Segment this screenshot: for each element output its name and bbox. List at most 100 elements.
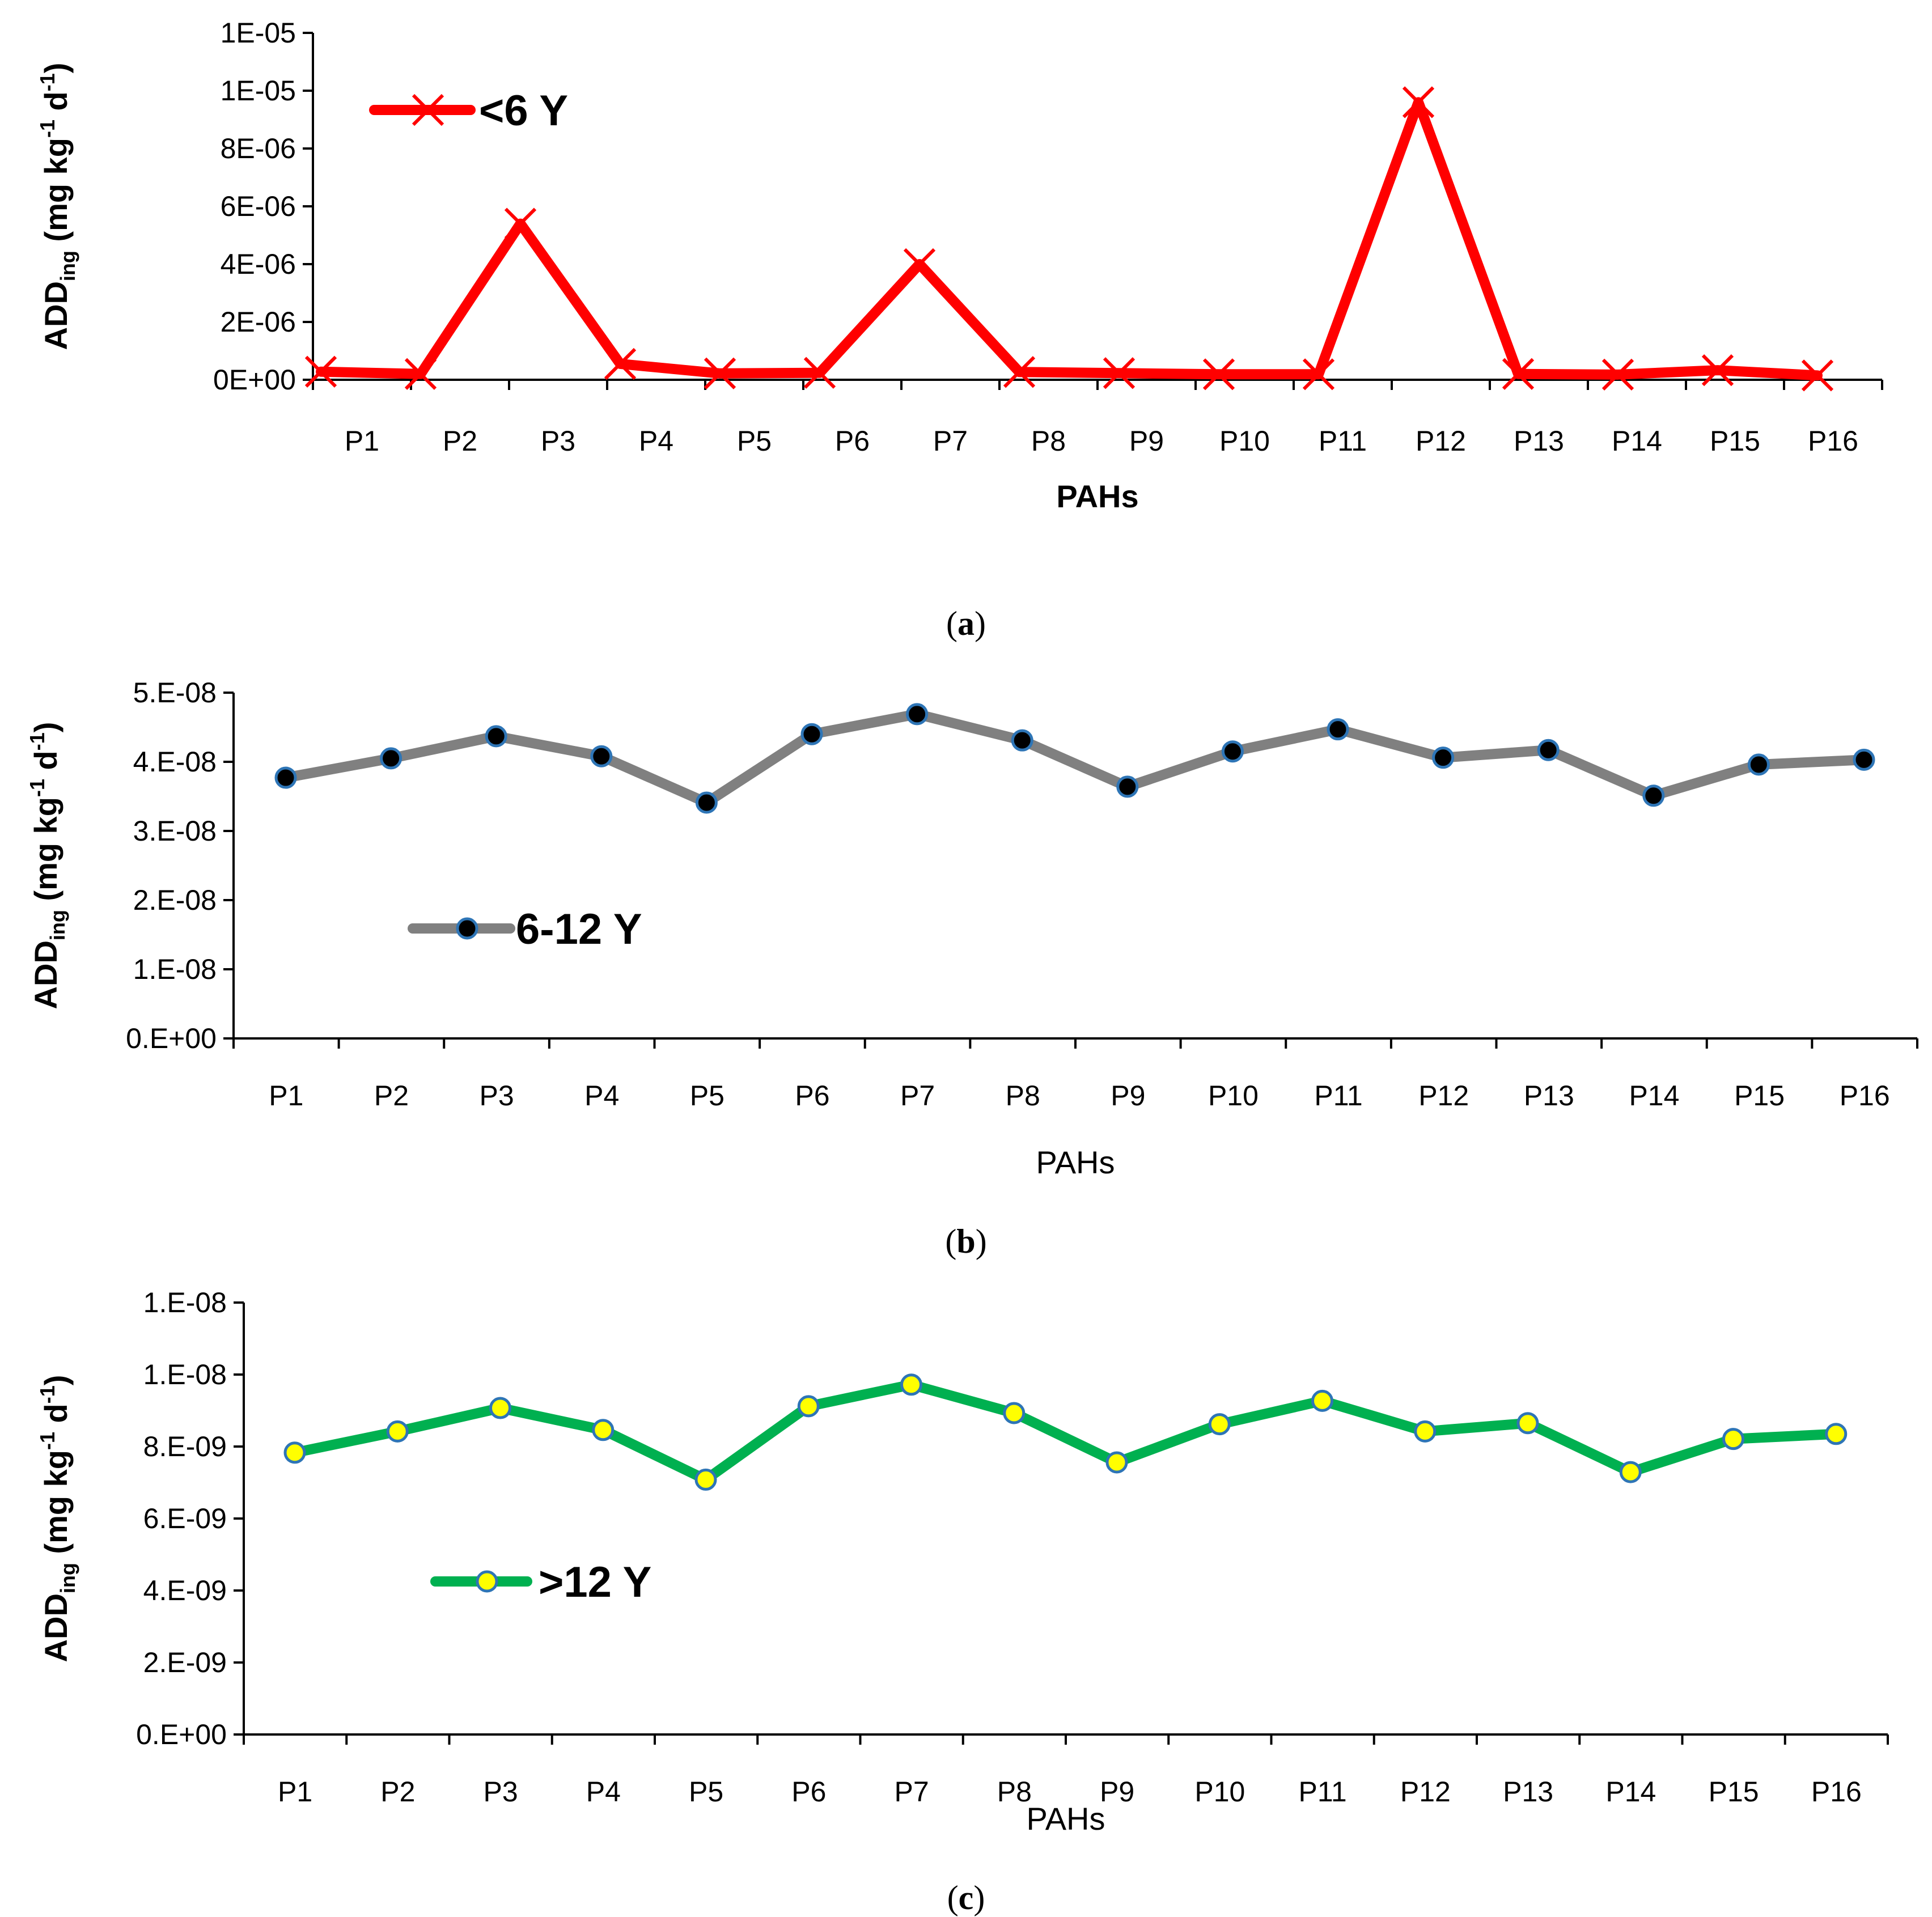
y-axis-title-part: ing	[56, 1563, 79, 1593]
data-point	[304, 355, 337, 388]
chart-panel-b: 0.E+00 1.E-08 2.E-08 3.E-08 4.E-08 5.E-08 P1 P2…	[26, 677, 1918, 1260]
data-point	[504, 207, 537, 240]
legend-label: <6 Y	[479, 87, 568, 135]
x-tick-label: P5	[689, 1776, 723, 1808]
y-axis-title: ADDing (mg kg-1 d-1)	[36, 1375, 79, 1662]
data-point	[903, 248, 936, 281]
legend-marker	[456, 917, 478, 940]
x-tick-label: P16	[1808, 425, 1858, 457]
data-point	[1516, 1412, 1539, 1435]
x-tick-label: P16	[1840, 1080, 1890, 1112]
data-point	[489, 1397, 511, 1419]
y-axis-title-part: (mg kg	[38, 1450, 74, 1563]
data-point	[694, 1468, 717, 1491]
caption-part: (	[946, 605, 957, 642]
x-tick-label: P16	[1811, 1776, 1862, 1808]
y-tick-label: 1E-05	[221, 75, 296, 107]
y-axis-title-part: d	[38, 91, 74, 120]
x-tick-label: P9	[1129, 425, 1164, 457]
x-tick-label: P8	[1006, 1080, 1040, 1112]
data-point	[906, 703, 929, 726]
y-tick-label: 1.E-08	[143, 1359, 227, 1390]
legend: <6 Y	[369, 87, 568, 135]
x-tick-label: P15	[1734, 1080, 1785, 1112]
x-tick-label: P13	[1524, 1080, 1574, 1112]
x-tick-label: P2	[380, 1776, 415, 1808]
data-point	[1003, 356, 1036, 388]
y-tick-label: 1.E-08	[143, 1287, 227, 1318]
data-point	[404, 358, 437, 390]
x-tick-label: P4	[586, 1776, 621, 1808]
marker-stroke	[604, 347, 637, 380]
data-point	[797, 1395, 820, 1418]
y-tick-label: 6.E-09	[143, 1503, 227, 1534]
data-point	[1537, 739, 1560, 761]
x-tick-label: P13	[1514, 425, 1564, 457]
legend-label: >12 Y	[539, 1558, 651, 1606]
data-point	[1642, 784, 1665, 807]
x-tick-label: P12	[1400, 1776, 1451, 1808]
x-tick-label: P6	[795, 1080, 829, 1112]
y-tick-label: 2.E-08	[133, 884, 217, 916]
marker-stroke	[1701, 354, 1734, 387]
panel-caption: (b)	[945, 1223, 986, 1260]
x-tick-label: P1	[278, 1776, 312, 1808]
y-axis-title-part: )	[38, 1375, 74, 1386]
chart-panel-a: 0E+00 2E-06 4E-06 6E-06 8E-06 1E-05 1E-05 P1 P2 P…	[36, 17, 1883, 642]
y-tick-label: 0.E+00	[136, 1719, 227, 1750]
data-point	[1601, 358, 1634, 391]
x-tick-label: P8	[1031, 425, 1066, 457]
y-tick-label: 6E-06	[221, 190, 296, 222]
x-tick-label: P10	[1219, 425, 1270, 457]
data-point	[900, 1373, 922, 1396]
data-point	[1011, 729, 1033, 752]
caption-part: b	[956, 1223, 975, 1260]
y-axis-title-part: (mg kg	[28, 797, 63, 910]
data-point	[1311, 1389, 1333, 1412]
x-tick-label: P5	[737, 425, 772, 457]
data-point	[1502, 358, 1535, 390]
y-axis-title-part: ADD	[28, 940, 63, 1009]
y-axis-title-part: ing	[56, 251, 79, 281]
x-tick-label: P4	[639, 425, 673, 457]
x-tick-label: P12	[1418, 1080, 1469, 1112]
marker-stroke	[903, 248, 936, 281]
caption-part: c	[959, 1879, 974, 1916]
x-axis-title: PAHs	[1036, 1144, 1115, 1180]
caption-part: (	[947, 1879, 959, 1916]
x-tick-label: P6	[835, 425, 870, 457]
y-tick-label: 1E-05	[221, 17, 296, 49]
y-tick-label: 4E-06	[221, 248, 296, 280]
x-tick-label: P7	[900, 1080, 935, 1112]
data-point	[386, 1420, 409, 1443]
y-axis-title-part: )	[38, 63, 74, 74]
marker-stroke	[704, 357, 736, 389]
data-point	[803, 357, 836, 389]
y-tick-label: 3.E-08	[133, 815, 217, 847]
data-point	[604, 347, 637, 380]
data-point	[800, 723, 823, 745]
x-tick-label: P1	[269, 1080, 303, 1112]
x-tick-label: P13	[1503, 1776, 1553, 1808]
x-tick-label: P14	[1605, 1776, 1656, 1808]
marker-stroke	[1103, 357, 1136, 389]
y-tick-label: 1.E-08	[133, 953, 217, 985]
data-point	[1853, 748, 1875, 771]
x-tick-label: P3	[541, 425, 575, 457]
marker-stroke	[304, 355, 337, 388]
marker-stroke	[1302, 358, 1335, 391]
x-tick-label: P7	[895, 1776, 929, 1808]
data-point	[1003, 1402, 1026, 1424]
data-point	[1302, 358, 1335, 391]
marker-stroke	[1601, 358, 1634, 391]
data-point	[1701, 354, 1734, 387]
y-tick-label: 8.E-09	[143, 1431, 227, 1462]
x-tick-label: P14	[1629, 1080, 1679, 1112]
data-point	[1116, 775, 1139, 798]
x-tick-label: P1	[345, 425, 379, 457]
x-axis-title: PAHs	[1027, 1801, 1105, 1837]
y-axis-title-part: (mg kg	[38, 138, 74, 251]
data-point	[1402, 86, 1435, 118]
x-tick-label: P2	[374, 1080, 409, 1112]
